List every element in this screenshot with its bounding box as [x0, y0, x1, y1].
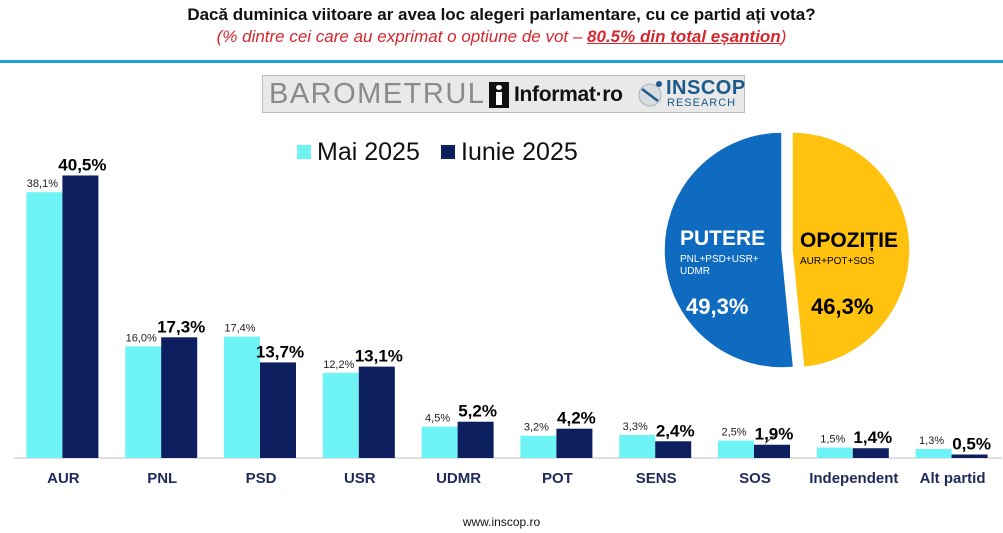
bar-mai-pnl — [125, 346, 162, 458]
bar-mai-sos — [718, 440, 754, 458]
research-logo-text: RESEARCH — [667, 97, 737, 109]
pie-label-opozitie: OPOZIȚIE — [800, 229, 898, 252]
data-label-iunie: 1,4% — [853, 428, 892, 447]
category-label: AUR — [47, 470, 80, 487]
legend-swatch-iunie — [441, 145, 455, 159]
bar-mai-independent — [816, 447, 853, 458]
subtitle-suffix: ) — [780, 27, 787, 46]
data-label-iunie: 1,9% — [755, 425, 794, 444]
category-label: PSD — [246, 470, 277, 487]
category-label: Alt partid — [920, 470, 986, 487]
subtitle-emphasis: 80.5% din total eșantion — [587, 27, 781, 46]
data-label-mai: 3,3% — [623, 421, 648, 433]
legend-label-iunie: Iunie 2025 — [461, 138, 578, 166]
data-label-iunie: 2,4% — [656, 421, 695, 440]
bar-iunie-sens — [655, 441, 692, 458]
data-label-iunie: 13,7% — [256, 342, 304, 361]
data-label-mai: 17,4% — [224, 323, 255, 335]
data-label-mai: 2,5% — [721, 427, 746, 439]
data-label-iunie: 40,5% — [58, 155, 106, 174]
pie-value-putere: 49,3% — [686, 294, 748, 319]
data-label-iunie: 0,5% — [952, 435, 991, 454]
header-divider — [0, 60, 1003, 63]
bar-iunie-udmr — [457, 421, 494, 458]
data-label-mai: 38,1% — [27, 178, 58, 190]
category-label: USR — [344, 470, 376, 487]
bar-iunie-usr — [358, 366, 395, 458]
data-label-mai: 4,5% — [425, 413, 450, 425]
informat-info-icon — [489, 82, 509, 108]
chart-title: Dacă duminica viitoare ar avea loc alege… — [187, 5, 816, 24]
category-label: SOS — [739, 470, 771, 487]
pie-sublabel-opozitie: AUR+POT+SOS — [800, 256, 875, 267]
bar-mai-udmr — [421, 426, 458, 458]
bar-mai-psd — [224, 336, 260, 458]
data-label-mai: 16,0% — [126, 332, 157, 344]
bar-iunie-pot — [556, 428, 593, 458]
category-label: POT — [542, 470, 573, 487]
footer-url: www.inscop.ro — [462, 515, 541, 529]
informat-logo: Informat·ro — [514, 83, 623, 106]
pie-value-opozitie: 46,3% — [811, 294, 873, 319]
barometrul-logo: BAROMETRUL — [269, 78, 486, 110]
pie-slice-opozitie — [791, 131, 911, 369]
pie-slice-putere — [663, 131, 795, 369]
bar-iunie-aur — [62, 175, 99, 458]
category-label: UDMR — [436, 470, 481, 487]
category-label: PNL — [147, 470, 177, 487]
bar-iunie-sos — [754, 444, 790, 458]
pie-sublabel-putere: PNL+PSD+USR+ UDMR — [680, 254, 759, 277]
bar-chart: 38,1%40,5% AUR 16,0%17,3% PNL 17,4%13,7% PSD 1… — [14, 155, 1002, 487]
category-label: SENS — [636, 470, 677, 487]
legend-label-mai: Mai 2025 — [317, 138, 420, 166]
bar-iunie-alt-partid — [951, 454, 988, 458]
pie-label-putere: PUTERE — [680, 227, 765, 250]
data-label-iunie: 13,1% — [355, 347, 403, 366]
data-label-mai: 3,2% — [524, 422, 549, 434]
bar-iunie-pnl — [161, 337, 198, 458]
data-label-iunie: 17,3% — [157, 317, 205, 336]
bar-iunie-psd — [260, 362, 296, 458]
inscop-logo-icon — [638, 81, 662, 107]
data-label-mai: 1,5% — [820, 434, 845, 446]
data-label-mai: 1,3% — [919, 435, 944, 447]
data-label-iunie: 4,2% — [557, 409, 596, 428]
pie-chart: PUTERE PNL+PSD+USR+ UDMR 49,3% OPOZIȚIE AUR+P… — [663, 131, 911, 369]
chart-header: Dacă duminica viitoare ar avea loc alege… — [0, 4, 1003, 48]
bar-mai-aur — [26, 192, 63, 458]
data-label-mai: 12,2% — [323, 359, 354, 371]
chart-subtitle: (% dintre cei care au exprimat o optiune… — [0, 26, 1003, 48]
data-label-iunie: 5,2% — [458, 402, 497, 421]
sos-label-leader — [764, 434, 776, 445]
category-label: Independent — [809, 470, 898, 487]
bar-mai-pot — [520, 435, 557, 458]
bar-mai-sens — [619, 434, 656, 458]
bar-mai-usr — [322, 372, 359, 458]
subtitle-prefix: (% dintre cei care au exprimat o optiune… — [216, 27, 588, 46]
legend-swatch-mai — [297, 145, 311, 159]
inscop-logo: INSCOP — [666, 77, 746, 99]
bar-iunie-independent — [852, 448, 889, 458]
bar-mai-alt-partid — [915, 448, 952, 458]
logo-bar: BAROMETRUL Informat·ro INSCOP RESEARCH — [262, 75, 745, 113]
